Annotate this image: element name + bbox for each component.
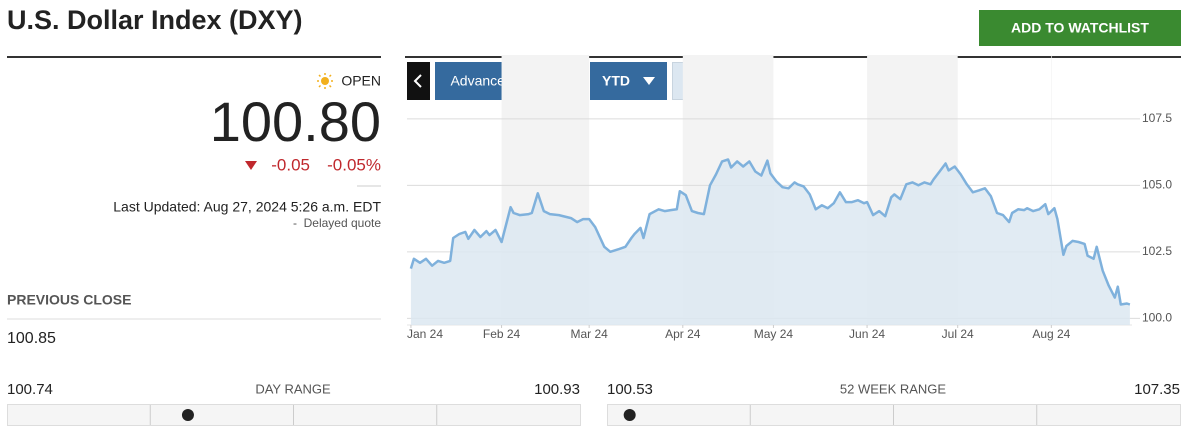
x-tick-label: Apr 24 [665,327,701,341]
button-label: ADD TO WATCHLIST [1011,20,1149,36]
chart-back-button[interactable] [407,62,430,100]
month-band [1051,55,1052,325]
dash: - [293,216,297,230]
range-high: 100.93 [534,381,580,398]
x-tick-label: May 24 [754,327,794,341]
y-tick-label: 102.5 [1142,244,1172,258]
delay-note: Delayed quote [304,216,382,230]
range-low: 100.53 [607,381,653,398]
change: -0.05 [271,155,310,174]
y-tick-label: 105.0 [1142,178,1172,192]
range-marker [623,409,636,421]
market-status: OPEN [341,73,381,89]
previous-close-value: 100.85 [7,330,56,347]
x-tick-label: Mar 24 [570,327,608,341]
range-label: 52 WEEK RANGE [840,381,947,396]
range-label: DAY RANGE [255,381,331,396]
x-tick-label: Aug 24 [1032,327,1070,341]
range-low: 100.74 [7,381,53,398]
caret-icon [643,77,655,85]
range-bars [7,404,1181,426]
x-tick-label: Jul 24 [942,327,974,341]
x-tick-label: Feb 24 [483,327,521,341]
period-dropdown[interactable]: YTD [590,62,667,100]
y-tick-label: 107.5 [1142,111,1172,125]
button-bg [979,10,1181,46]
button-bg [590,62,667,100]
last-updated: Last Updated: Aug 27, 2024 5:26 a.m. EDT [113,199,381,215]
watchlist-button[interactable]: ADD TO WATCHLIST [979,10,1181,46]
button-bg [407,62,430,100]
x-tick-label: Jun 24 [849,327,885,341]
down-arrow [245,161,257,170]
x-tick-label: Jan 24 [407,327,443,341]
range-marker [181,409,194,421]
price: 100.80 [210,90,381,153]
y-tick-label: 100.0 [1142,311,1172,325]
line [409,158,1131,306]
previous-close-label: PREVIOUS CLOSE [7,292,131,308]
range-high: 107.35 [1134,381,1180,398]
change-percent: -0.05% [327,155,381,174]
title: U.S. Dollar Index (DXY) [7,5,303,35]
sun-icon [317,73,333,89]
chart: 100.0 102.5 105.0 107.5 Jan 24 Feb 24 Mar 24 Ap… [407,55,1172,341]
button-label: YTD [602,73,630,89]
chevron-icon [413,74,422,88]
area [410,159,1130,325]
